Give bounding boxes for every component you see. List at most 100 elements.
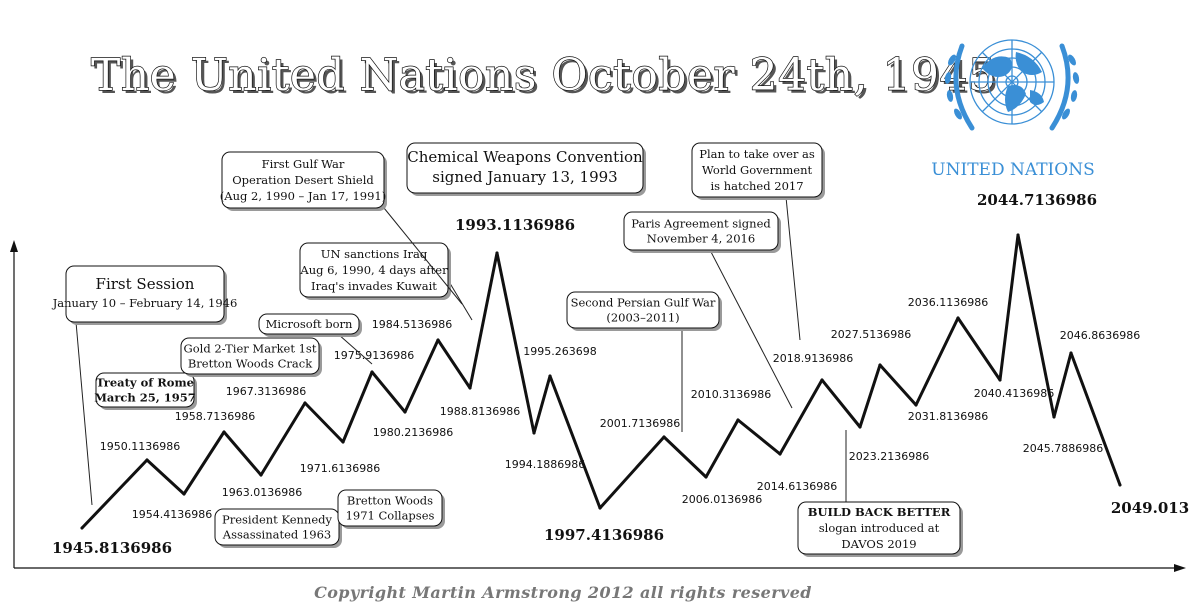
turning-point-label: 1988.8136986 — [440, 405, 520, 418]
callout-box — [623, 211, 779, 251]
series-segment — [548, 374, 602, 510]
callout-text: DAVOS 2019 — [841, 537, 916, 551]
series-segment — [956, 316, 1002, 382]
major-turning-point-label: 2049.013 — [1111, 499, 1189, 517]
chart-series — [80, 233, 1122, 530]
turning-point — [704, 475, 708, 479]
copyright-text: Copyright Martin Armstrong 2012 all righ… — [314, 583, 812, 602]
callout-text: Plan to take over as — [699, 147, 815, 161]
series-segment — [532, 374, 552, 435]
series-segment — [145, 458, 186, 496]
callout-box — [691, 142, 823, 198]
series-segment — [878, 363, 918, 407]
turning-point-label: 2001.7136986 — [600, 417, 680, 430]
turning-point — [532, 431, 536, 435]
series-segment — [858, 363, 882, 429]
turning-point — [1118, 483, 1122, 487]
series-segment — [222, 430, 263, 477]
turning-point — [341, 440, 345, 444]
callout-box — [258, 313, 360, 335]
annotation-callout: UN sanctions Iraq Aug 6, 1990, 4 days aft… — [299, 242, 473, 321]
callout-box — [65, 265, 225, 323]
callout-box — [337, 489, 443, 527]
turning-point — [182, 492, 186, 496]
turning-point-label: 1963.0136986 — [222, 486, 302, 499]
turning-point — [1016, 233, 1020, 237]
series-segment — [736, 418, 782, 456]
callout-text: January 10 – February 14, 1946 — [52, 296, 238, 310]
callout-pointer — [383, 207, 463, 305]
turning-point — [80, 526, 84, 530]
major-turning-point-label: 1993.1136986 — [455, 216, 575, 234]
callout-text: Paris Agreement signed — [631, 217, 771, 231]
annotation-callout: Second Persian Gulf War(2003–2011) — [566, 291, 722, 432]
callout-pointer — [785, 196, 801, 341]
callout-text: Bretton Woods Crack — [188, 357, 313, 371]
turning-point — [468, 386, 472, 390]
turning-point-label: 1950.1136986 — [100, 440, 180, 453]
callout-box — [95, 372, 195, 408]
callout-pointer — [709, 249, 793, 409]
annotation-callout: Chemical Weapons Convention signed Januar… — [406, 142, 646, 196]
turning-point-label: 2045.7886986 — [1023, 442, 1103, 455]
turning-point-label: 2023.2136986 — [849, 450, 929, 463]
turning-point — [303, 401, 307, 405]
callout-text: (2003–2011) — [606, 311, 679, 325]
callout-box — [214, 508, 340, 546]
series-segment — [1052, 351, 1073, 419]
turning-point — [858, 425, 862, 429]
callout-box — [406, 142, 644, 194]
turning-point — [436, 338, 440, 342]
series-segment — [468, 251, 499, 390]
page-title-shadow: The United Nations October 24th, 1945 — [94, 53, 1000, 104]
turning-point-label: 2036.1136986 — [908, 296, 988, 309]
turning-point — [259, 473, 263, 477]
callout-text: UN sanctions Iraq — [321, 247, 428, 261]
series-segment — [998, 233, 1020, 382]
turning-point-label: 2010.3136986 — [691, 388, 771, 401]
series-segment — [341, 370, 374, 444]
turning-point — [145, 458, 149, 462]
series-segment — [778, 378, 824, 456]
turning-point — [1052, 415, 1056, 419]
callout-text: Treaty of Rome — [96, 376, 194, 390]
callout-text: is hatched 2017 — [710, 179, 803, 193]
un-emblem-icon — [944, 39, 1080, 131]
callout-box — [299, 242, 449, 298]
turning-point — [370, 370, 374, 374]
series-segment — [370, 370, 407, 414]
callout-text: BUILD BACK BETTER — [808, 505, 951, 519]
callout-box — [797, 501, 961, 555]
annotation-callout: First Session January 10 – February 14, 1… — [52, 265, 238, 506]
series-segment — [495, 251, 536, 435]
callout-text: World Government — [702, 163, 813, 177]
turning-point — [403, 410, 407, 414]
callout-text: signed January 13, 1993 — [432, 168, 617, 186]
callout-text: Assassinated 1963 — [222, 528, 331, 542]
callout-text: Microsoft born — [266, 317, 353, 331]
annotation-callouts: First Session January 10 – February 14, 1… — [52, 142, 963, 557]
turning-point — [222, 430, 226, 434]
turning-point — [778, 452, 782, 456]
major-turning-point-label: 1997.4136986 — [544, 526, 664, 544]
turning-point-label: 2027.5136986 — [831, 328, 911, 341]
callout-pointer — [447, 279, 473, 321]
series-segment — [80, 458, 149, 530]
turning-point — [914, 403, 918, 407]
callout-text: President Kennedy — [222, 513, 333, 527]
axes — [10, 240, 1186, 572]
turning-point-label: 2006.0136986 — [682, 493, 762, 506]
series-segment — [598, 435, 666, 510]
callout-text: Gold 2-Tier Market 1st — [184, 342, 317, 356]
series-segment — [403, 338, 440, 414]
series-segment — [662, 435, 708, 479]
series-segment — [820, 378, 862, 429]
point-labels: 1945.8136986 1950.1136986 1954.4136986 1958… — [52, 191, 1189, 557]
annotation-callout: Microsoft born — [258, 313, 373, 365]
callout-text: slogan introduced at — [819, 521, 940, 535]
callout-text: Operation Desert Shield — [232, 173, 374, 187]
turning-point-label: 1971.6136986 — [300, 462, 380, 475]
